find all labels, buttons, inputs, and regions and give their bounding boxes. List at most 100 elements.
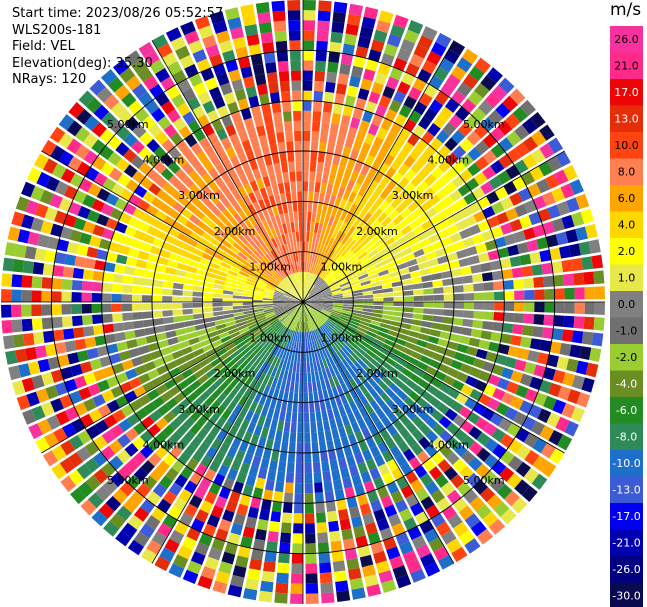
velocity-gate (488, 341, 500, 353)
velocity-gate (54, 342, 67, 355)
velocity-gate (520, 336, 532, 349)
velocity-gate (4, 241, 17, 257)
velocity-gate (328, 280, 338, 287)
velocity-gate (522, 118, 538, 135)
velocity-gate (122, 275, 134, 285)
velocity-gate (378, 326, 390, 334)
velocity-gate (352, 289, 363, 294)
velocity-gate (315, 171, 323, 183)
velocity-gate (521, 265, 534, 277)
velocity-gate (250, 548, 264, 561)
velocity-gate (125, 50, 142, 66)
velocity-gate (164, 538, 180, 554)
velocity-gate (329, 418, 337, 430)
velocity-gate (563, 164, 578, 181)
velocity-gate (571, 211, 585, 227)
velocity-gate (475, 463, 491, 479)
velocity-gate (81, 303, 92, 314)
velocity-gate (238, 343, 249, 353)
velocity-gate (436, 129, 450, 144)
velocity-gate (310, 242, 316, 253)
velocity-gate (349, 148, 360, 161)
velocity-gate (399, 328, 410, 336)
velocity-gate (324, 322, 333, 331)
velocity-gate (45, 385, 59, 400)
velocity-gate (567, 389, 581, 405)
velocity-gate (540, 442, 556, 459)
velocity-gate (404, 434, 418, 448)
velocity-gate (486, 216, 500, 229)
velocity-gate (404, 252, 416, 262)
velocity-gate (545, 174, 560, 190)
velocity-gate (381, 361, 393, 371)
velocity-gate (257, 11, 271, 24)
velocity-gate (87, 492, 104, 509)
velocity-gate (401, 384, 413, 396)
velocity-gate (326, 319, 336, 328)
velocity-gate (289, 309, 297, 318)
velocity-gate (290, 263, 295, 274)
velocity-gate (173, 391, 186, 404)
velocity-gate (353, 194, 363, 206)
velocity-gate (430, 180, 443, 194)
velocity-gate (326, 142, 336, 155)
velocity-gate (510, 370, 524, 383)
velocity-gate (435, 187, 449, 201)
velocity-gate (186, 391, 199, 404)
velocity-gate (303, 161, 310, 172)
velocity-gate (339, 198, 348, 210)
velocity-gate (222, 298, 233, 302)
velocity-gate (323, 323, 332, 332)
velocity-gate (237, 197, 247, 210)
velocity-gate (292, 273, 297, 284)
velocity-gate (41, 304, 52, 316)
velocity-gate (362, 449, 373, 462)
velocity-gate (252, 212, 262, 224)
velocity-gate (404, 341, 416, 351)
velocity-gate (358, 273, 369, 280)
range-ring-label: 4.00km (427, 438, 469, 451)
velocity-gate (66, 241, 79, 254)
velocity-gate (260, 426, 270, 439)
velocity-gate (146, 491, 161, 506)
velocity-gate (351, 474, 363, 487)
velocity-gate (326, 439, 335, 451)
velocity-gate (334, 144, 344, 156)
velocity-gate (58, 150, 74, 167)
velocity-gate (365, 265, 377, 273)
velocity-gate (369, 411, 380, 424)
velocity-gate (255, 1, 270, 14)
velocity-gate (62, 266, 74, 278)
velocity-gate (312, 275, 318, 285)
velocity-gate (395, 338, 407, 347)
velocity-gate (155, 332, 167, 342)
velocity-gate (263, 51, 276, 64)
velocity-gate (100, 445, 116, 461)
velocity-gate (238, 440, 249, 453)
velocity-gate (135, 336, 148, 347)
velocity-gate (457, 183, 471, 197)
velocity-gate (288, 361, 294, 372)
velocity-gate (594, 286, 605, 300)
velocity-gate (137, 250, 150, 261)
velocity-gate (561, 259, 574, 273)
velocity-gate (287, 253, 293, 264)
velocity-gate (421, 320, 433, 329)
velocity-gate (330, 239, 338, 250)
velocity-gate (144, 327, 156, 336)
velocity-gate (144, 50, 160, 66)
velocity-gate (355, 129, 367, 142)
velocity-gate (332, 364, 340, 376)
velocity-gate (53, 427, 68, 443)
velocity-gate (292, 320, 297, 331)
velocity-gate (119, 212, 132, 225)
velocity-gate (564, 287, 575, 300)
velocity-gate (218, 381, 229, 392)
velocity-gate (346, 226, 356, 237)
velocity-gate (303, 50, 314, 61)
velocity-gate (359, 394, 369, 407)
velocity-gate (443, 244, 456, 254)
velocity-gate (171, 350, 184, 360)
velocity-gate (259, 166, 268, 178)
velocity-gate (396, 262, 408, 270)
